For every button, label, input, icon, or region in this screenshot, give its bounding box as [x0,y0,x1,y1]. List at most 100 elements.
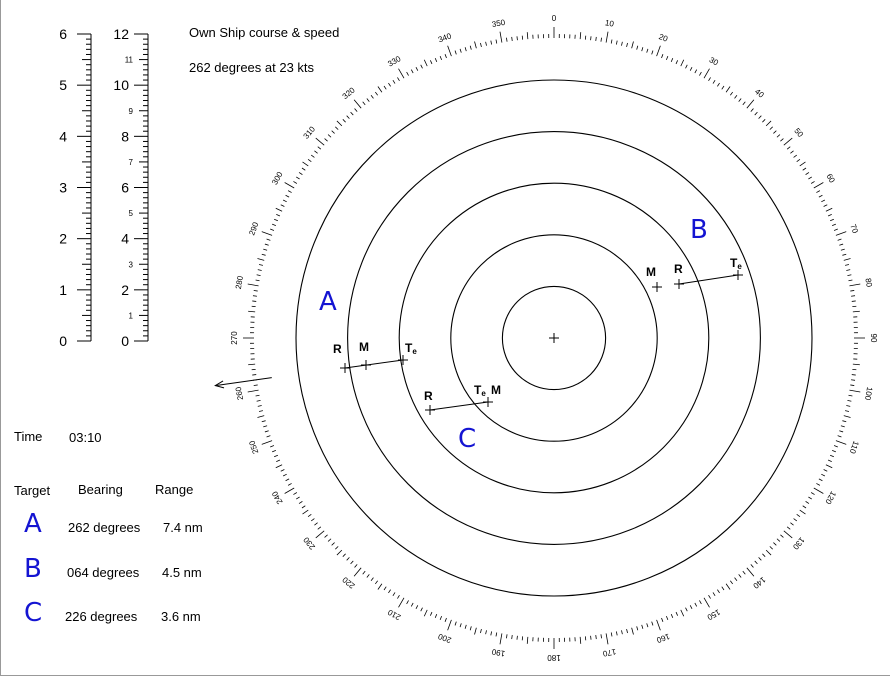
bearing-tick [712,592,716,597]
table-row-target: B [24,554,42,584]
bearing-tick [651,621,654,626]
bearing-tick [656,619,661,631]
bearing-tick [758,557,762,561]
bearing-tick [415,66,419,71]
bearing-tick [410,602,414,607]
bearing-tick [708,594,711,599]
bearing-tick [810,181,815,184]
bearing-tick [354,108,358,112]
table-header-target: Target [14,483,51,498]
bearing-tick [849,389,861,393]
bearing-label: 60 [824,172,837,185]
bearing-tick [685,64,688,69]
bearing-tick [307,158,312,162]
bearing-tick [420,607,423,612]
bearing-tick [780,534,784,538]
bearing-tick [293,492,298,495]
bearing-tick [579,32,582,40]
bearing-tick [335,546,339,550]
bearing-tick [255,394,260,397]
bearing-tick [605,31,609,43]
time-label: Time [14,429,43,444]
bearing-tick [335,126,339,130]
bearing-tick [839,243,844,246]
label-te-c: Te [474,383,486,398]
label-r-b: R [674,262,683,276]
bearing-label: 350 [491,18,506,29]
label-te-a: Te [405,341,417,356]
bearing-label: 190 [491,647,506,658]
bearing-tick [423,609,428,617]
bearing-tick [852,363,860,366]
bearing-tick [730,91,734,96]
bearing-tick [362,570,366,575]
bearing-tick [802,167,807,171]
bearing-tick [459,48,462,53]
bearing-tick [689,605,693,610]
bearing-tick [646,48,649,53]
bearing-label: 340 [437,31,453,44]
bearing-tick [717,589,720,594]
bearing-tick [263,425,268,428]
bearing-tick [754,111,758,116]
bearing-tick [287,190,292,193]
bearing-tick [851,295,856,297]
bearing-tick [818,194,823,198]
bearing-tick [374,91,378,96]
bearing-tick [750,108,754,112]
bearing-tick [805,501,810,504]
label-m-a: M [359,340,369,354]
bearing-label: 330 [386,54,403,69]
bearing-tick [439,55,442,60]
bearing-tick [843,258,851,261]
bearing-tick [721,85,725,90]
bearing-tick [769,126,773,130]
bearing-tick [680,609,685,617]
bearing-tick [511,36,513,41]
bearing-tick [631,627,634,635]
right-scale-minor-label: 11 [125,56,134,65]
bearing-tick [837,238,842,241]
bearing-tick [725,86,731,93]
bearing-tick [816,483,821,486]
left-scale: 6 5 4 3 2 1 0 [59,26,92,349]
bearing-tick [499,31,503,43]
bearing-tick [776,134,781,138]
bearing-tick [263,248,268,251]
bearing-tick [742,101,746,106]
bearing-tick [257,258,265,261]
bearing-tick [284,487,295,494]
bearing-tick [282,199,287,203]
bearing-tick [383,85,387,90]
bearing-tick [302,161,309,167]
bearing-tick [742,570,746,575]
bearing-tick [783,137,793,146]
bearing-label: 150 [705,607,722,622]
bearing-tick [274,218,279,222]
bearing-tick [832,223,837,226]
bearing-tick [280,469,285,472]
range-ring [347,131,761,545]
bearing-tick [317,146,322,150]
bearing-tick [816,190,821,193]
bearing-tick [346,557,350,561]
bearing-tick [694,602,698,607]
bearing-tick [799,161,806,167]
own-ship-value: 262 degrees at 23 kts [189,60,315,75]
table-row-range: 7.4 nm [163,520,203,535]
bearing-tick [827,213,832,217]
bearing-tick [579,636,582,644]
bearing-tick [464,47,467,52]
bearing-tick [315,530,325,539]
bearing-tick [835,440,847,445]
bearing-tick [848,279,853,282]
table-row-bearing: 064 degrees [67,565,140,580]
bearing-tick [600,634,602,639]
bearing-tick [835,231,847,236]
bearing-tick [287,483,292,486]
bearing-tick [256,399,261,402]
bearing-tick [758,115,762,119]
bearing-tick [626,628,628,634]
bearing-tick [808,176,813,180]
bearing-tick [253,290,258,292]
